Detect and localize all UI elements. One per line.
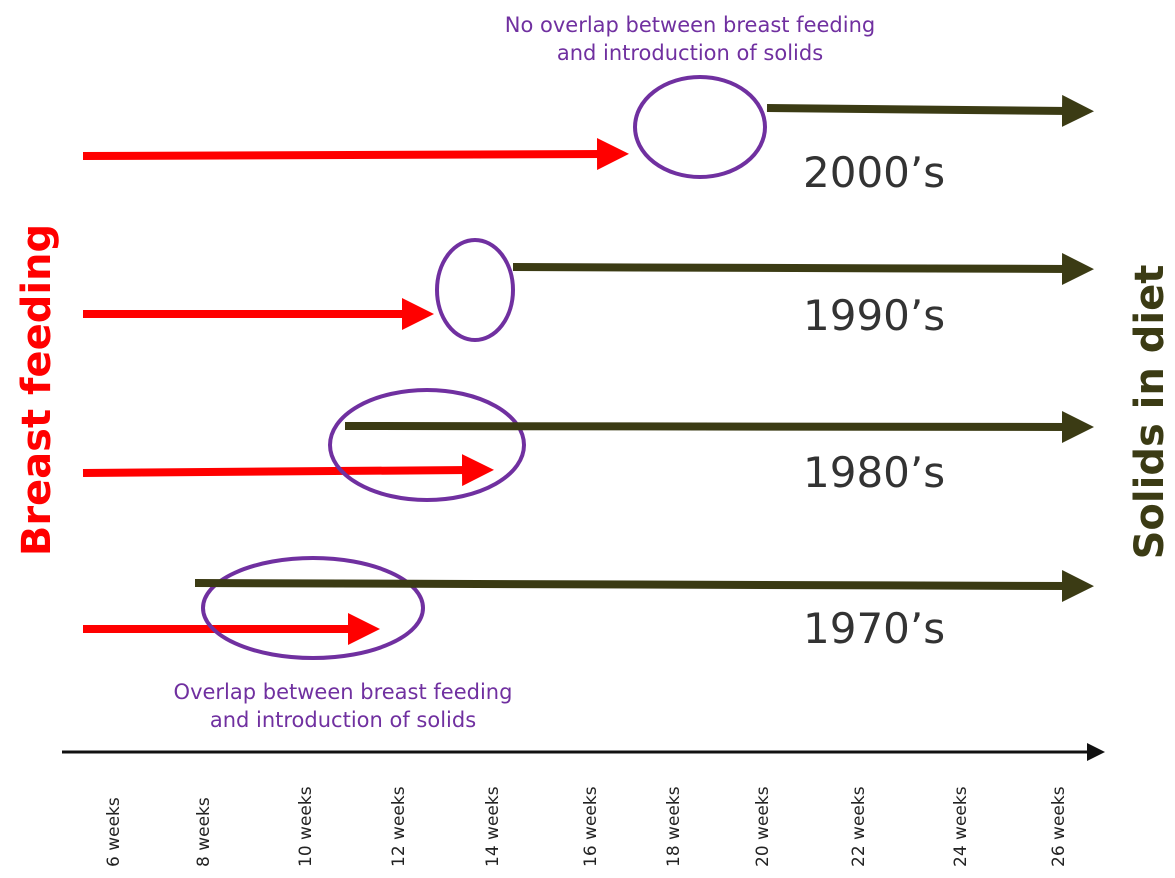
decade-label: 1990’s [803,291,945,340]
annotation: and introduction of solids [557,41,823,65]
highlight-ellipse [633,75,767,179]
breastfeeding-arrow [82,454,494,487]
highlight-ellipse [328,388,526,502]
week-label: 16 weeks [581,786,601,867]
decade-label: 1970’s [803,604,945,653]
highlight-ellipse [201,556,425,660]
week-label: 10 weeks [296,786,316,867]
week-label: 14 weeks [483,786,503,867]
solids-arrow [344,410,1094,443]
tick-labels: 6 weeks 8 weeks 10 weeks 12 weeks 14 weeks 16… [104,786,1069,867]
solids-arrow [512,252,1094,285]
decade-label: 1980’s [803,448,945,497]
week-label: 24 weeks [951,786,971,867]
side-label: Solids in diet [1127,265,1173,560]
week-label: 20 weeks [753,786,773,867]
solids-arrow [194,569,1094,602]
week-label: 26 weeks [1049,786,1069,867]
week-label: 12 weeks [389,786,409,867]
solids-arrow [766,94,1094,127]
annotation: Overlap between breast feeding [174,680,513,704]
breastfeeding-arrow [82,138,629,171]
week-label: 18 weeks [664,786,684,867]
week-label: 6 weeks [104,797,124,867]
side-label: Breast feeding [14,224,60,556]
week-label: 22 weeks [849,786,869,867]
annotation: No overlap between breast feeding [505,13,875,37]
annotation: and introduction of solids [210,708,476,732]
decade-label: 2000’s [803,148,945,197]
week-label: 8 weeks [194,797,214,867]
highlight-ellipse [435,238,515,342]
